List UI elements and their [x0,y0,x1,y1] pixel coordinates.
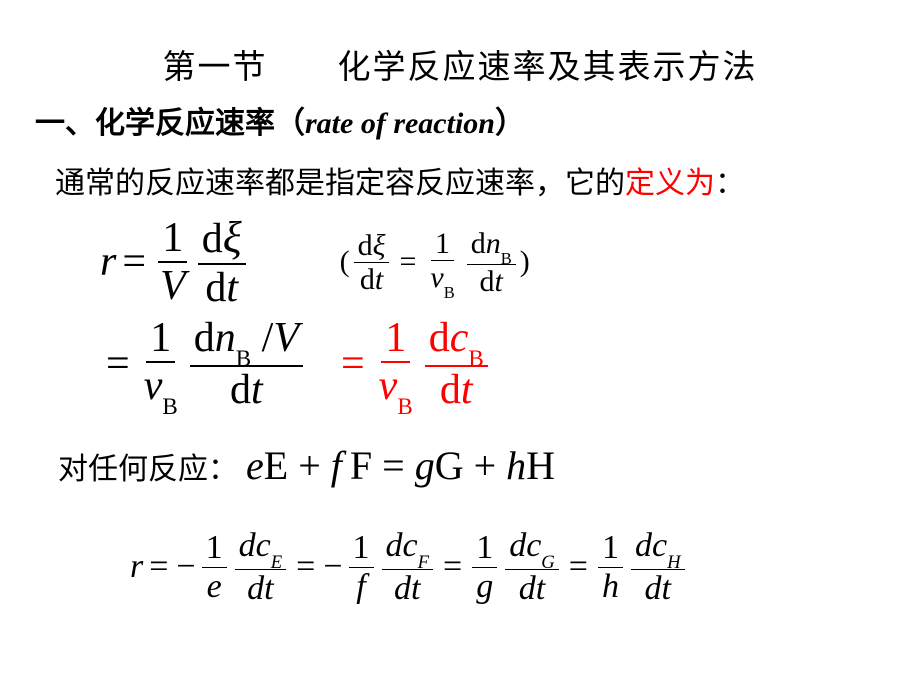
generic-reaction-row: 对任何反应： eE + f F = gG + hH [58,442,880,489]
subtitle-prefix: 一、化学反应速率（ [35,107,305,140]
intro-red-word: 定义为 [625,167,715,200]
rate-stepwise-nb: = 1 νB dnB /V dt [100,315,307,414]
section-heading: 一、化学反应速率（rate of reaction） [35,98,880,142]
intro-line: 通常的反应速率都是指定容反应速率，它的定义为： [55,158,880,202]
subtitle-suffix: ） [495,107,525,140]
generic-reaction-equation: eE + f F = gG + hH [246,442,555,489]
rate-concentration-form: = 1 νB dcB dt [335,315,492,414]
rate-definition-main: r = 1 V dξ dt [100,214,250,311]
rate-expansion-equation: r = − 1 e dcE dt = − 1 f dcF dt = 1 g dc… [130,527,880,608]
intro-suffix: ： [715,167,745,200]
generic-reaction-label: 对任何反应： [58,444,238,488]
subtitle-english: rate of reaction [305,107,495,140]
equation-row-1: r = 1 V dξ dt ( dξ dt = 1 νB dnB dt [100,214,880,311]
xi-definition-parenthetical: ( dξ dt = 1 νB dnB dt ) [340,227,530,298]
slide-title: 第一节 化学反应速率及其表示方法 [40,40,880,88]
intro-prefix: 通常的反应速率都是指定容反应速率，它的 [55,167,625,200]
equation-row-2: = 1 νB dnB /V dt = 1 νB dcB dt [100,315,880,414]
